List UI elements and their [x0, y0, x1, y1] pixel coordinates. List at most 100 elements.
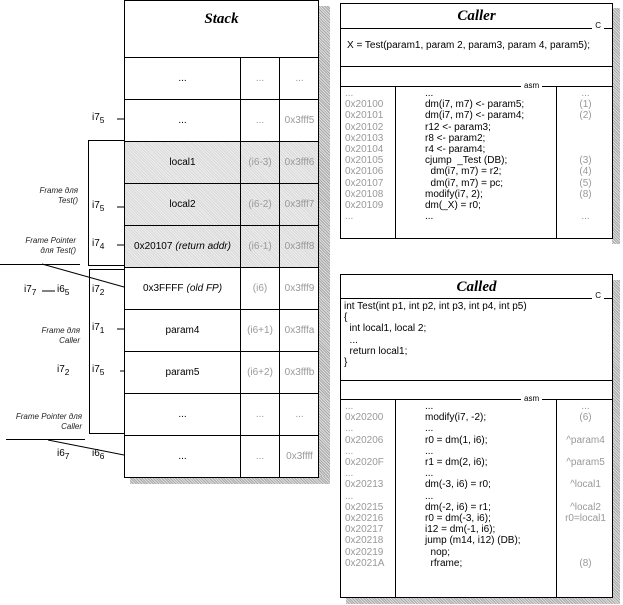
pointer-label: i75	[92, 200, 105, 213]
asm-row: ......	[341, 423, 612, 434]
asm-address: 0x2021A	[345, 557, 385, 569]
stack-row: local1 (i6-3) 0x3fff6	[125, 141, 318, 183]
asm-note: (2)	[579, 110, 592, 122]
asm-instruction: dm(i7, m7) <- param4;	[425, 110, 525, 122]
asm-address: 0x20104	[345, 144, 384, 155]
asm-note: ^local1	[570, 479, 601, 491]
asm-address: 0x20106	[345, 166, 384, 178]
asm-address: 0x20100	[345, 99, 384, 111]
asm-address: 0x20206	[345, 434, 384, 446]
frame-caller-note: Frame для Caller	[41, 326, 80, 345]
asm-address: ...	[345, 490, 354, 502]
pointer-label: i77	[24, 284, 37, 297]
asm-row: 0x20104 r4 <- param4;	[341, 144, 612, 155]
lang-label: C	[592, 21, 604, 30]
asm-instruction: ...	[425, 423, 434, 435]
caller-title: Caller	[457, 8, 496, 24]
asm-address: 0x20105	[345, 155, 384, 167]
asm-address: ...	[345, 423, 354, 435]
pointer-label: i75	[92, 364, 105, 377]
stack-offset: (i6-1)	[248, 241, 272, 252]
asm-address: 0x20218	[345, 535, 384, 547]
stack-address: 0x3fffa	[284, 325, 315, 336]
asm-note: (5)	[579, 177, 592, 189]
caller-c-code: X = Test(param1, param 2, param3, param …	[347, 40, 590, 51]
asm-address: 0x2020F	[345, 457, 384, 468]
asm-note: ^param5	[566, 457, 605, 468]
pointer-label: i66	[92, 448, 105, 461]
asm-address: 0x20213	[345, 479, 384, 491]
stack-offset: ...	[255, 73, 265, 84]
asm-address: ...	[345, 401, 354, 412]
asm-address: 0x20216	[345, 513, 384, 524]
asm-row: 0x20107 dm(i7, m7) = pc; (5)	[341, 178, 612, 189]
stack-address: ...	[295, 73, 304, 84]
asm-row: 0x2021A rframe; (8)	[341, 558, 612, 569]
asm-instruction: dm(-3, i6) = r0;	[425, 479, 491, 491]
asm-address: 0x20107	[345, 177, 384, 189]
asm-instruction: nop;	[425, 546, 451, 558]
asm-row: 0x20106 dm(i7, m7) = r2; (4)	[341, 166, 612, 177]
stack-value: ...	[178, 451, 187, 462]
asm-label: asm	[521, 394, 543, 403]
called-shadow-bottom	[346, 597, 620, 604]
asm-note: (3)	[579, 155, 592, 167]
stack-offset: (i6-3)	[248, 157, 272, 168]
pointer-label: i75	[92, 112, 105, 125]
stack-address: 0x3fff5	[284, 115, 315, 126]
stack-value: ...	[178, 73, 187, 84]
stack-row: local2 (i6-2) 0x3fff7	[125, 183, 318, 225]
asm-instruction: rframe;	[425, 557, 463, 569]
stack-address: ...	[295, 409, 304, 420]
asm-instruction: r8 <- param2;	[425, 132, 486, 144]
asm-instruction: ...	[425, 490, 434, 502]
stack-shadow	[318, 6, 330, 484]
stack-offset: (i6-2)	[248, 199, 272, 210]
frame-test-bracket	[88, 140, 124, 266]
stack-offset: ...	[255, 409, 265, 420]
asm-instruction: ...	[425, 468, 434, 480]
stack-offset: (i6+1)	[247, 325, 273, 336]
asm-instruction: i12 = dm(-1, i6);	[425, 524, 496, 536]
asm-instruction: dm(-2, i6) = r1;	[425, 501, 491, 513]
asm-row: 0x20200 modify(i7, -2); (6)	[341, 412, 612, 423]
stack-address: 0x3fff8	[284, 241, 315, 252]
asm-note: ^local2	[570, 501, 601, 513]
asm-address: ...	[345, 468, 354, 480]
asm-instruction: r0 = dm(1, i6);	[425, 434, 488, 446]
asm-row: 0x20102 r12 <- param3;	[341, 122, 612, 133]
stack-value: ...	[178, 115, 187, 126]
asm-instruction: r4 <- param4;	[425, 144, 486, 155]
asm-note: (6)	[579, 412, 592, 424]
asm-row: 0x20109 dm(_X) = r0;	[341, 200, 612, 211]
stack-row: .........	[125, 393, 318, 435]
frame-pointer-test-line	[0, 264, 80, 265]
stack-row: 0x20107 (return addr) (i6-1) 0x3fff8	[125, 225, 318, 267]
stack-address: 0x3ffff	[286, 451, 313, 462]
asm-address: 0x20101	[345, 110, 384, 122]
asm-instruction: jump (m14, i12) (DB);	[425, 535, 521, 547]
asm-row: 0x20216 r0 = dm(-3, i6); r0=local1	[341, 513, 612, 524]
stack-title: Stack	[204, 11, 239, 27]
asm-row: 0x20105 cjump _Test (DB); (3)	[341, 155, 612, 166]
asm-row: 0x20108 modify(i7, 2); (8)	[341, 189, 612, 200]
asm-address: 0x20217	[345, 524, 384, 536]
asm-note: ...	[581, 211, 590, 223]
stack-value: local1	[169, 157, 196, 168]
asm-instruction: ...	[425, 445, 434, 457]
asm-instruction: r12 <- param3;	[425, 121, 491, 133]
stack-offset: ...	[255, 451, 265, 462]
pointer-label: i74	[92, 238, 105, 251]
pointer-label: i72	[92, 284, 105, 297]
asm-instruction: dm(i7, m7) = r2;	[425, 166, 502, 178]
called-title: Called	[456, 279, 497, 295]
pointer-label: i71	[92, 322, 105, 335]
asm-row: ......	[341, 491, 612, 502]
asm-instruction: modify(i7, 2);	[425, 188, 483, 200]
stack-address: 0x3fffb	[284, 367, 315, 378]
asm-address: ...	[345, 445, 354, 457]
stack-offset: (i6)	[252, 283, 268, 294]
stack-address: 0x3fff9	[284, 283, 315, 294]
stack-value: 0x3FFFF (old FP)	[142, 283, 223, 294]
asm-row: 0x20219 nop;	[341, 547, 612, 558]
